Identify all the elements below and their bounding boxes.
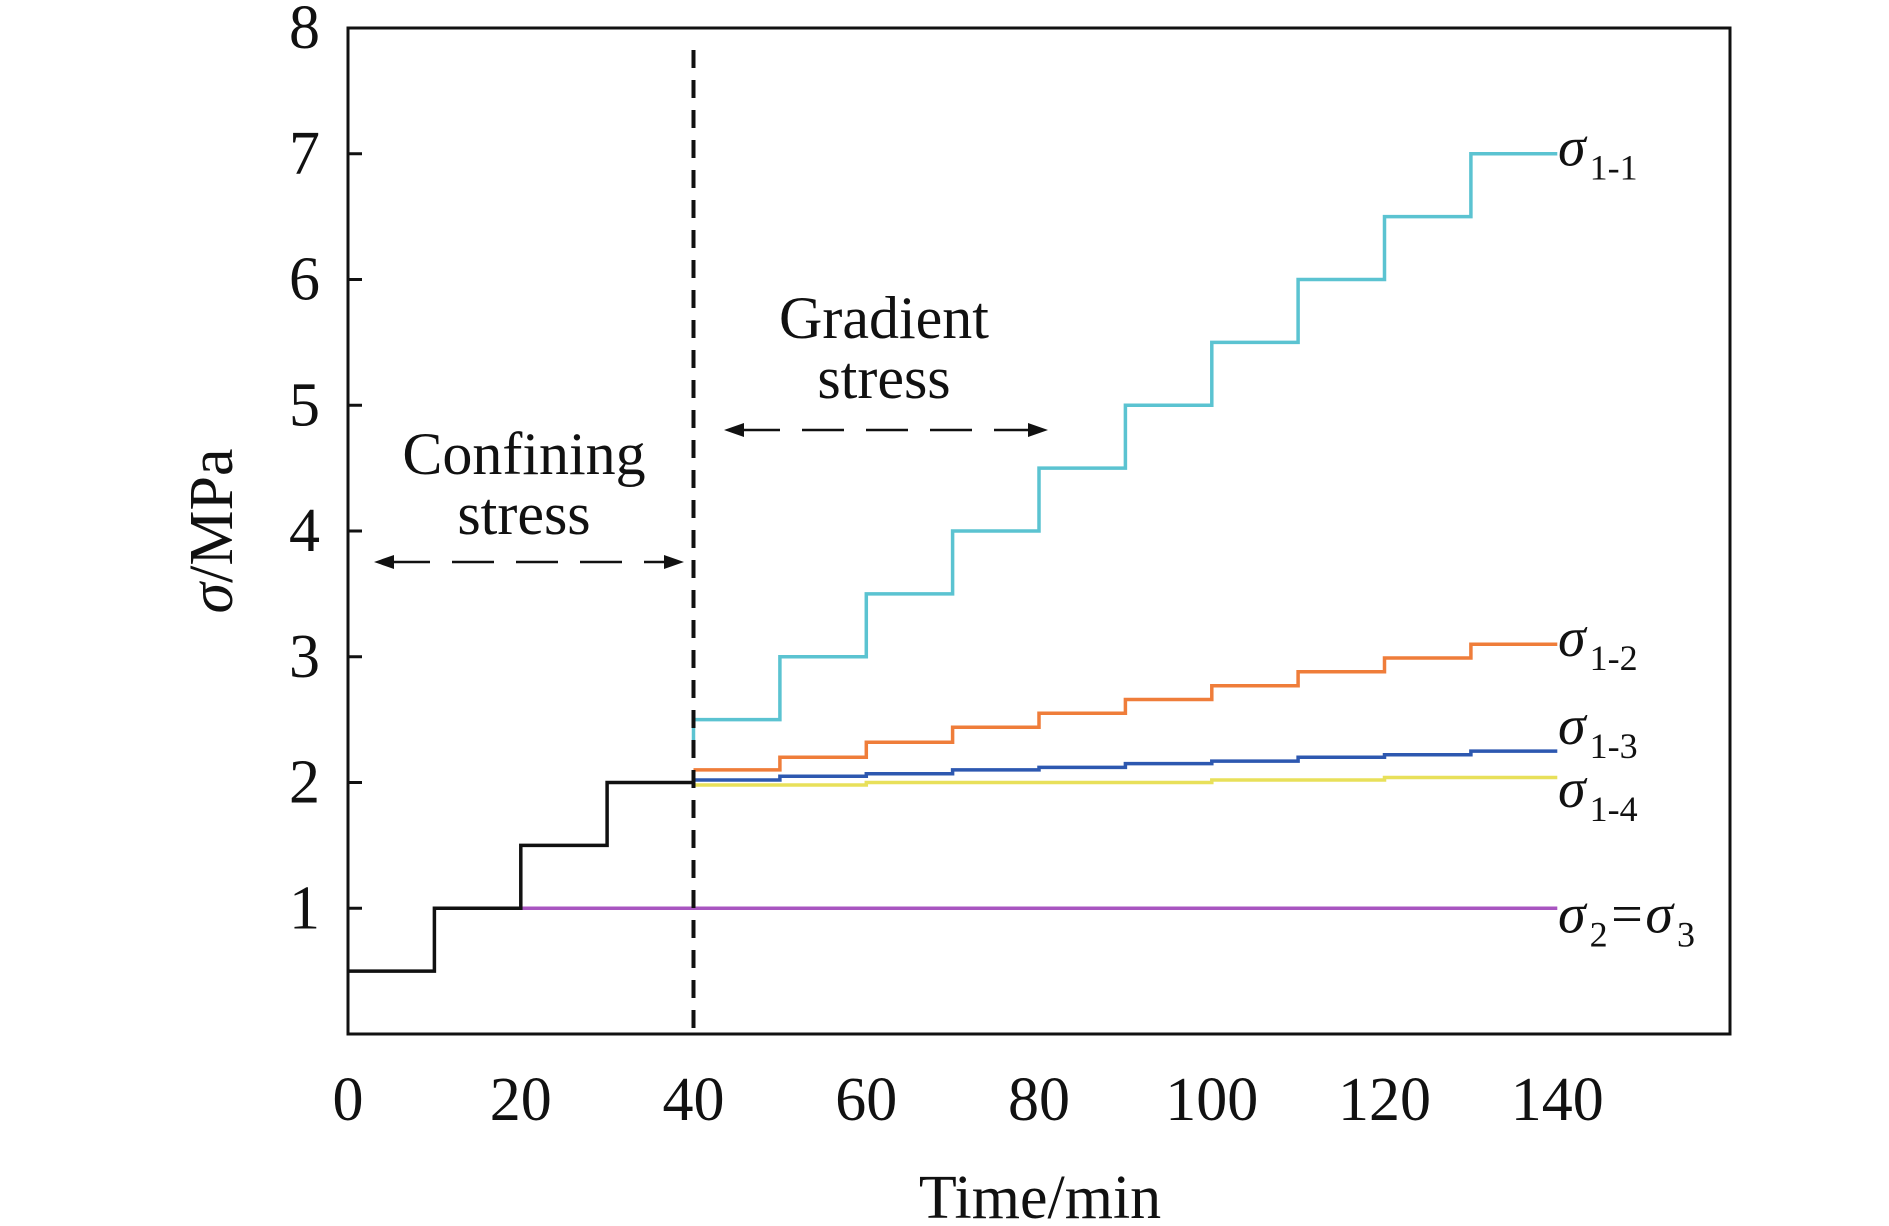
series-label-σ1-4: σ 1-4 (1558, 758, 1638, 829)
x-tick-label: 100 (1165, 1066, 1258, 1134)
gradient-arrow-head-right (1028, 423, 1048, 437)
y-tick-label: 7 (289, 120, 320, 188)
y-tick-label: 1 (289, 874, 320, 942)
series-label-σ1-1: σ 1-1 (1558, 116, 1638, 187)
annotation-gradient-line1: Gradient (779, 285, 989, 351)
y-tick-label: 4 (289, 497, 320, 565)
series-line-confining (348, 780, 694, 973)
series-layer (348, 152, 1558, 973)
series-labels: σ 1-1 σ 1-2 σ 1-3σ 1-4 σ 2=σ 3 (1558, 116, 1695, 954)
x-tick-label: 60 (835, 1066, 897, 1134)
y-tick-label: 6 (289, 246, 320, 314)
x-tick-label: 20 (490, 1066, 552, 1134)
series-label-σ1-2: σ 1-2 (1558, 607, 1638, 678)
confining-arrow-head-right (664, 555, 684, 569)
x-tick-label: 80 (1008, 1066, 1070, 1134)
y-tick-label: 2 (289, 749, 320, 817)
annotation-confining-line1: Confining (402, 421, 645, 487)
x-tick-label: 0 (333, 1066, 364, 1134)
y-axis-title-unit: /MPa (178, 449, 246, 583)
y-axis-title-symbol: σ (178, 580, 246, 613)
annotation-confining-line2: stress (457, 481, 590, 547)
series-line-σ1-1 (691, 152, 1558, 745)
confining-arrow-head-left (374, 555, 394, 569)
annotation-gradient-line2: stress (817, 345, 950, 411)
y-tick-label: 8 (289, 0, 320, 62)
y-axis-title: σ/MPa (178, 449, 246, 614)
series-label-σ1-3: σ 1-3 (1558, 695, 1638, 766)
y-tick-label: 3 (289, 623, 320, 691)
x-tick-label: 120 (1338, 1066, 1431, 1134)
annotation-arrows (374, 423, 1048, 569)
gradient-arrow-head-left (724, 423, 744, 437)
x-axis-title: Time/min (919, 1164, 1161, 1226)
series-line-σ1-4 (693, 775, 1558, 787)
axis-ticks: 0 20 40 60 80 100 120 140 1 2 3 4 5 6 7 8 (289, 0, 1604, 1134)
y-tick-label: 5 (289, 371, 320, 439)
series-line-σ1-3 (693, 749, 1558, 782)
series-line-σ1-2 (693, 642, 1558, 772)
x-tick-label: 40 (663, 1066, 725, 1134)
x-tick-label: 140 (1511, 1066, 1604, 1134)
series-label-σ2=σ3: σ 2=σ 3 (1558, 884, 1695, 955)
